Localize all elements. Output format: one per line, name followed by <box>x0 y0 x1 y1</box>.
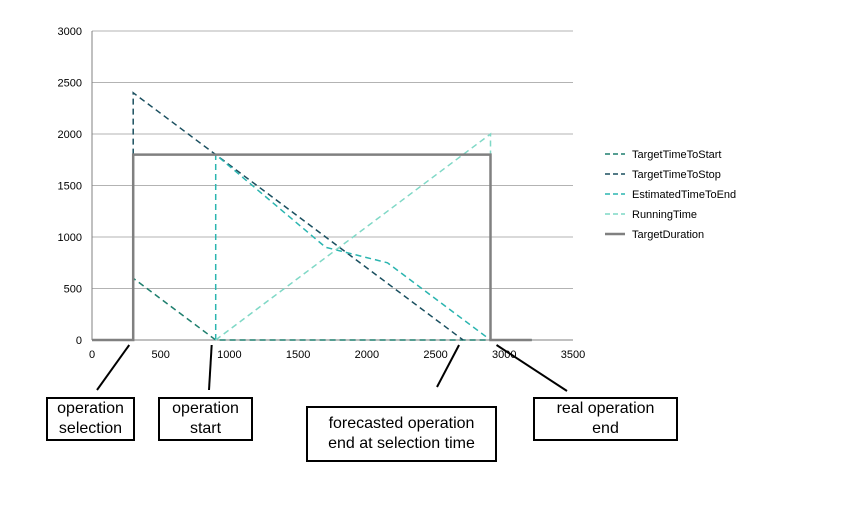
y-tick-label: 1500 <box>58 181 82 193</box>
legend-label-TargetDuration: TargetDuration <box>632 229 704 241</box>
legend-label-RunningTime: RunningTime <box>632 209 697 221</box>
pointer-real-end <box>495 344 568 392</box>
series-line-EstimatedTimeToEnd <box>214 152 491 341</box>
x-tick-label: 1000 <box>217 349 241 361</box>
pointer-operation-start <box>208 344 213 391</box>
y-tick-label: 500 <box>64 284 82 296</box>
callout-real-end-text: real operation end <box>556 400 655 437</box>
y-tick-label: 1000 <box>58 232 82 244</box>
x-tick-label: 0 <box>89 349 95 361</box>
series-line-TargetTimeToStart <box>92 276 532 341</box>
callout-real-end: real operation end <box>533 397 678 441</box>
pointer-operation-selection <box>96 344 131 391</box>
y-tick-labels: 0 500 1000 1500 2000 2500 3000 <box>58 26 82 347</box>
legend: TargetTimeToStart TargetTimeToStop Estimat… <box>605 149 736 241</box>
series-lines <box>92 91 532 342</box>
y-tick-label: 2000 <box>58 129 82 141</box>
x-tick-labels: 0 500 1000 1500 2000 2500 3000 3500 <box>89 349 585 361</box>
callout-operation-start-text: operation start <box>172 400 239 437</box>
x-tick-label: 500 <box>152 349 170 361</box>
callout-operation-start: operation start <box>158 397 253 441</box>
callout-pointers <box>96 344 568 392</box>
series-line-TargetTimeToStop <box>132 91 464 341</box>
callout-forecasted-end-text: forecasted operation end at selection ti… <box>328 415 475 452</box>
series-line-TargetDuration <box>92 153 532 342</box>
callout-operation-selection-text: operation selection <box>57 400 124 437</box>
x-tick-label: 2500 <box>423 349 447 361</box>
x-tick-label: 3000 <box>492 349 516 361</box>
legend-label-EstimatedTimeToEnd: EstimatedTimeToEnd <box>632 189 736 201</box>
x-tick-label: 1500 <box>286 349 310 361</box>
callout-forecasted-end: forecasted operation end at selection ti… <box>306 406 497 462</box>
legend-label-TargetTimeToStop: TargetTimeToStop <box>632 169 721 181</box>
callout-operation-selection: operation selection <box>46 397 135 441</box>
gridlines <box>92 30 573 289</box>
x-tick-label: 3500 <box>561 349 585 361</box>
legend-label-TargetTimeToStart: TargetTimeToStart <box>632 149 721 161</box>
series-line-RunningTime <box>215 132 492 341</box>
y-tick-label: 0 <box>76 335 82 347</box>
y-tick-label: 2500 <box>58 78 82 90</box>
y-tick-label: 3000 <box>58 26 82 38</box>
pointer-forecasted-end <box>436 344 460 388</box>
x-tick-label: 2000 <box>355 349 379 361</box>
